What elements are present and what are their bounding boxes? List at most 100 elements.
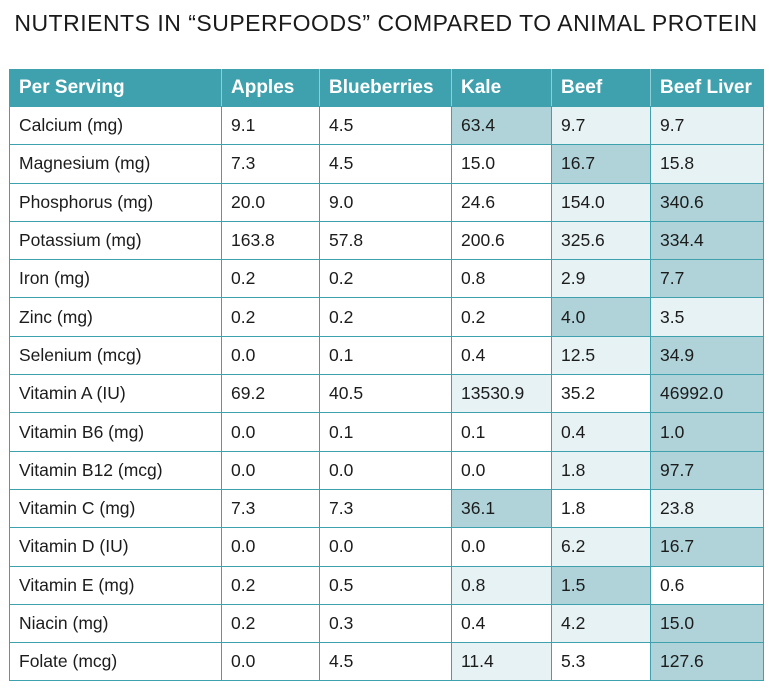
cell-beef: 2.9 [551, 259, 651, 299]
cell-kale: 36.1 [451, 488, 552, 529]
cell-blueberries: 40.5 [319, 374, 452, 414]
cell-apples: 0.0 [221, 450, 320, 490]
row-label: Vitamin B12 (mcg) [9, 450, 222, 490]
cell-kale: 63.4 [451, 105, 552, 146]
column-header-beef-liver: Beef Liver [650, 69, 764, 107]
cell-apples: 0.2 [221, 259, 320, 299]
column-header-apples: Apples [221, 69, 320, 107]
cell-apples: 69.2 [221, 374, 320, 414]
cell-kale: 11.4 [451, 642, 552, 682]
cell-apples: 0.2 [221, 297, 320, 337]
cell-kale: 200.6 [451, 220, 552, 261]
table-row: Folate (mcg) 0.0 4.5 11.4 5.3 127.6 [9, 642, 764, 682]
table-row: Vitamin C (mg) 7.3 7.3 36.1 1.8 23.8 [9, 488, 764, 529]
table-row: Magnesium (mg) 7.3 4.5 15.0 16.7 15.8 [9, 144, 764, 184]
cell-beef-liver: 340.6 [650, 182, 764, 222]
cell-blueberries: 0.2 [319, 297, 452, 337]
table-body: Calcium (mg) 9.1 4.5 63.4 9.7 9.7 Magnesium (m… [9, 105, 764, 682]
column-header-beef: Beef [551, 69, 651, 107]
cell-apples: 0.0 [221, 335, 320, 376]
row-label: Zinc (mg) [9, 297, 222, 337]
cell-apples: 7.3 [221, 144, 320, 184]
row-label: Phosphorus (mg) [9, 182, 222, 222]
table-row: Potassium (mg) 163.8 57.8 200.6 325.6 334.4 [9, 220, 764, 261]
cell-apples: 9.1 [221, 105, 320, 146]
cell-apples: 0.2 [221, 603, 320, 644]
cell-beef: 1.8 [551, 450, 651, 490]
cell-apples: 0.0 [221, 527, 320, 567]
header-row: Per Serving Apples Blueberries Kale Beef… [9, 69, 764, 107]
cell-apples: 163.8 [221, 220, 320, 261]
cell-blueberries: 0.2 [319, 259, 452, 299]
cell-blueberries: 0.1 [319, 412, 452, 452]
cell-beef: 16.7 [551, 144, 651, 184]
table-row: Selenium (mcg) 0.0 0.1 0.4 12.5 34.9 [9, 335, 764, 376]
cell-kale: 0.8 [451, 259, 552, 299]
table-row: Niacin (mg) 0.2 0.3 0.4 4.2 15.0 [9, 603, 764, 644]
cell-kale: 0.4 [451, 603, 552, 644]
table-row: Phosphorus (mg) 20.0 9.0 24.6 154.0 340.6 [9, 182, 764, 222]
cell-beef-liver: 97.7 [650, 450, 764, 490]
row-label: Folate (mcg) [9, 642, 222, 682]
table-row: Vitamin A (IU) 69.2 40.5 13530.9 35.2 46992.0 [9, 374, 764, 414]
cell-apples: 0.0 [221, 412, 320, 452]
cell-blueberries: 0.1 [319, 335, 452, 376]
cell-beef-liver: 127.6 [650, 642, 764, 682]
cell-beef-liver: 34.9 [650, 335, 764, 376]
cell-apples: 20.0 [221, 182, 320, 222]
nutrient-comparison-table: Per Serving Apples Blueberries Kale Beef… [9, 69, 764, 682]
cell-beef-liver: 16.7 [650, 527, 764, 567]
cell-blueberries: 4.5 [319, 105, 452, 146]
row-label: Magnesium (mg) [9, 144, 222, 184]
cell-beef: 12.5 [551, 335, 651, 376]
table-row: Iron (mg) 0.2 0.2 0.8 2.9 7.7 [9, 259, 764, 299]
cell-beef: 9.7 [551, 105, 651, 146]
cell-kale: 0.8 [451, 565, 552, 605]
cell-blueberries: 0.3 [319, 603, 452, 644]
cell-blueberries: 0.0 [319, 450, 452, 490]
cell-beef-liver: 9.7 [650, 105, 764, 146]
row-label: Vitamin B6 (mg) [9, 412, 222, 452]
row-label: Vitamin D (IU) [9, 527, 222, 567]
cell-apples: 0.0 [221, 642, 320, 682]
cell-beef-liver: 0.6 [650, 565, 764, 605]
cell-blueberries: 0.5 [319, 565, 452, 605]
cell-beef-liver: 1.0 [650, 412, 764, 452]
cell-kale: 0.4 [451, 335, 552, 376]
cell-beef: 1.8 [551, 488, 651, 529]
cell-beef-liver: 46992.0 [650, 374, 764, 414]
cell-blueberries: 4.5 [319, 642, 452, 682]
cell-beef-liver: 23.8 [650, 488, 764, 529]
row-label: Vitamin C (mg) [9, 488, 222, 529]
table-row: Vitamin B12 (mcg) 0.0 0.0 0.0 1.8 97.7 [9, 450, 764, 490]
cell-blueberries: 0.0 [319, 527, 452, 567]
row-label: Vitamin A (IU) [9, 374, 222, 414]
row-label: Potassium (mg) [9, 220, 222, 261]
cell-beef: 325.6 [551, 220, 651, 261]
table-row: Vitamin B6 (mg) 0.0 0.1 0.1 0.4 1.0 [9, 412, 764, 452]
cell-beef: 6.2 [551, 527, 651, 567]
cell-blueberries: 9.0 [319, 182, 452, 222]
cell-beef-liver: 15.0 [650, 603, 764, 644]
cell-kale: 0.0 [451, 450, 552, 490]
cell-kale: 0.0 [451, 527, 552, 567]
cell-beef: 5.3 [551, 642, 651, 682]
cell-kale: 13530.9 [451, 374, 552, 414]
cell-kale: 24.6 [451, 182, 552, 222]
table-header: Per Serving Apples Blueberries Kale Beef… [9, 69, 764, 107]
cell-blueberries: 57.8 [319, 220, 452, 261]
row-label: Calcium (mg) [9, 105, 222, 146]
cell-beef: 1.5 [551, 565, 651, 605]
column-header-blueberries: Blueberries [319, 69, 452, 107]
row-label: Vitamin E (mg) [9, 565, 222, 605]
table-row: Vitamin D (IU) 0.0 0.0 0.0 6.2 16.7 [9, 527, 764, 567]
cell-kale: 0.1 [451, 412, 552, 452]
column-header-kale: Kale [451, 69, 552, 107]
cell-beef: 4.0 [551, 297, 651, 337]
cell-apples: 0.2 [221, 565, 320, 605]
cell-beef-liver: 7.7 [650, 259, 764, 299]
cell-blueberries: 7.3 [319, 488, 452, 529]
table-row: Zinc (mg) 0.2 0.2 0.2 4.0 3.5 [9, 297, 764, 337]
cell-beef: 0.4 [551, 412, 651, 452]
row-label: Niacin (mg) [9, 603, 222, 644]
